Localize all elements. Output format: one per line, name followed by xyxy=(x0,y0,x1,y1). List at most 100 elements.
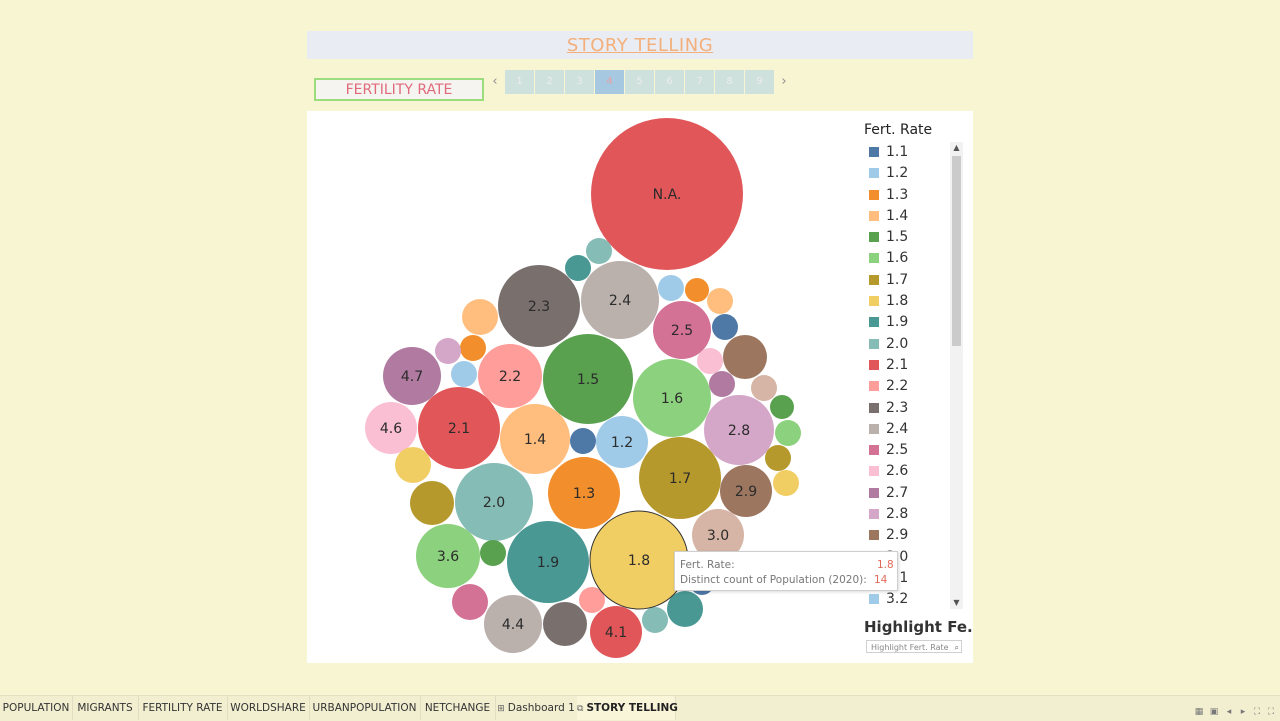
scroll-down-icon[interactable]: ▼ xyxy=(953,598,960,607)
legend-item[interactable]: 2.7 xyxy=(868,483,950,504)
bubble-NA[interactable] xyxy=(591,118,743,270)
bubble-28[interactable] xyxy=(704,395,774,465)
story-page-7[interactable]: 7 xyxy=(685,70,714,94)
tab-urbanpopulation[interactable]: URBANPOPULATION xyxy=(309,696,421,720)
tab-fertility-rate[interactable]: FERTILITY RATE xyxy=(138,696,228,720)
bubble-16[interactable] xyxy=(633,359,711,437)
bubble-23[interactable] xyxy=(498,265,580,347)
tab-population[interactable]: POPULATION xyxy=(0,696,73,720)
tab-worldshare[interactable]: WORLDSHARE xyxy=(227,696,310,720)
legend-item[interactable]: 2.2 xyxy=(868,376,950,397)
story-page-1[interactable]: 1 xyxy=(505,70,534,94)
bubble-47[interactable] xyxy=(383,347,441,405)
story-page-2[interactable]: 2 xyxy=(535,70,564,94)
prev-page-icon[interactable]: ‹ xyxy=(492,74,498,89)
bubble-unlabeled-33[interactable] xyxy=(770,395,794,419)
tab-story-telling[interactable]: ⧉ STORY TELLING xyxy=(577,696,678,720)
legend-item[interactable]: 1.1 xyxy=(868,142,950,163)
legend-item[interactable]: 1.2 xyxy=(868,163,950,184)
tab-migrants[interactable]: MIGRANTS xyxy=(72,696,139,720)
legend-item[interactable]: 2.1 xyxy=(868,355,950,376)
prev-sheet-icon[interactable]: ◂ xyxy=(1226,707,1232,717)
story-page-6[interactable]: 6 xyxy=(655,70,684,94)
bubble-41[interactable] xyxy=(590,606,642,658)
bubble-20[interactable] xyxy=(455,463,533,541)
bubble-unlabeled-48[interactable] xyxy=(642,607,668,633)
bubble-unlabeled-32[interactable] xyxy=(751,375,777,401)
fullscreen-icon[interactable]: ⛶ xyxy=(1267,707,1275,717)
legend-item[interactable]: 1.6 xyxy=(868,248,950,269)
bubble-unlabeled-44[interactable] xyxy=(480,540,506,566)
bubble-unlabeled-41[interactable] xyxy=(570,428,596,454)
bubble-unlabeled-23[interactable] xyxy=(565,255,591,281)
bubble-unlabeled-47[interactable] xyxy=(579,587,605,613)
bubble-unlabeled-29[interactable] xyxy=(723,335,767,379)
legend-item[interactable]: 2.3 xyxy=(868,398,950,419)
bubble-25[interactable] xyxy=(653,301,711,359)
bubble-unlabeled-24[interactable] xyxy=(586,238,612,264)
bubble-46[interactable] xyxy=(365,402,417,454)
legend-item[interactable]: 2.4 xyxy=(868,419,950,440)
bubble-unlabeled-31[interactable] xyxy=(709,371,735,397)
bubble-unlabeled-27[interactable] xyxy=(707,288,733,314)
fit-icon[interactable]: ⛶ xyxy=(1253,707,1261,717)
bubble-unlabeled-34[interactable] xyxy=(775,420,801,446)
legend-scrollbar[interactable]: ▲ ▼ xyxy=(950,142,963,609)
bubble-unlabeled-39[interactable] xyxy=(435,338,461,364)
bubble-12[interactable] xyxy=(596,416,648,468)
bubble-unlabeled-35[interactable] xyxy=(765,445,791,471)
bubble-unlabeled-43[interactable] xyxy=(410,481,454,525)
filmstrip-view-icon[interactable]: ▣ xyxy=(1209,707,1219,717)
bubble-unlabeled-38[interactable] xyxy=(460,335,486,361)
story-page-8[interactable]: 8 xyxy=(715,70,744,94)
bubble-15[interactable] xyxy=(543,334,633,424)
bubble-22[interactable] xyxy=(478,344,542,408)
scroll-up-icon[interactable]: ▲ xyxy=(953,143,960,152)
legend-item[interactable]: 1.4 xyxy=(868,206,950,227)
bubble-unlabeled-25[interactable] xyxy=(658,275,684,301)
bubble-44[interactable] xyxy=(484,595,542,653)
legend-item[interactable]: 1.3 xyxy=(868,185,950,206)
grid-view-icon[interactable]: ▦ xyxy=(1194,707,1204,717)
legend-item[interactable]: 1.8 xyxy=(868,291,950,312)
legend-item[interactable]: 1.9 xyxy=(868,312,950,333)
bubble-unlabeled-36[interactable] xyxy=(773,470,799,496)
bubble-unlabeled-46[interactable] xyxy=(543,602,587,646)
bubble-29[interactable] xyxy=(720,465,772,517)
story-page-9[interactable]: 9 xyxy=(745,70,774,94)
bubble-unlabeled-49[interactable] xyxy=(667,591,703,627)
bubble-19[interactable] xyxy=(507,521,589,603)
tab-netchange[interactable]: NETCHANGE xyxy=(420,696,496,720)
bubble-24[interactable] xyxy=(581,261,659,339)
bubble-21[interactable] xyxy=(418,387,500,469)
bubble-14[interactable] xyxy=(500,404,570,474)
legend-item[interactable]: 1.5 xyxy=(868,227,950,248)
legend-item[interactable]: 2.0 xyxy=(868,334,950,355)
legend-item[interactable]: 2.5 xyxy=(868,440,950,461)
bubble-unlabeled-45[interactable] xyxy=(452,584,488,620)
story-page-4[interactable]: 4 xyxy=(595,70,624,94)
bubble-unlabeled-40[interactable] xyxy=(451,361,477,387)
legend-item[interactable]: 2.6 xyxy=(868,461,950,482)
highlight-input[interactable]: Highlight Fert. Rate ⌕ xyxy=(866,640,962,653)
legend-item[interactable]: 2.9 xyxy=(868,525,950,546)
bubble-13[interactable] xyxy=(548,457,620,529)
legend-item[interactable]: 2.8 xyxy=(868,504,950,525)
bubble-unlabeled-28[interactable] xyxy=(712,314,738,340)
bubble-36[interactable] xyxy=(416,524,480,588)
legend-item[interactable]: 1.7 xyxy=(868,270,950,291)
next-page-icon[interactable]: › xyxy=(781,74,787,89)
bubble-unlabeled-42[interactable] xyxy=(395,447,431,483)
bubble-30[interactable] xyxy=(692,509,744,561)
next-sheet-icon[interactable]: ▸ xyxy=(1240,707,1246,717)
bubble-unlabeled-26[interactable] xyxy=(685,278,709,302)
bubble-unlabeled-30[interactable] xyxy=(697,348,723,374)
bubble-17[interactable] xyxy=(639,437,721,519)
scroll-thumb[interactable] xyxy=(952,156,961,346)
tab-dashboard-1[interactable]: ⊞ Dashboard 1 xyxy=(495,696,578,720)
legend-item[interactable]: 3.2 xyxy=(868,589,950,608)
story-page-5[interactable]: 5 xyxy=(625,70,654,94)
story-caption[interactable]: FERTILITY RATE xyxy=(314,78,484,101)
bubble-unlabeled-37[interactable] xyxy=(462,299,498,335)
story-page-3[interactable]: 3 xyxy=(565,70,594,94)
